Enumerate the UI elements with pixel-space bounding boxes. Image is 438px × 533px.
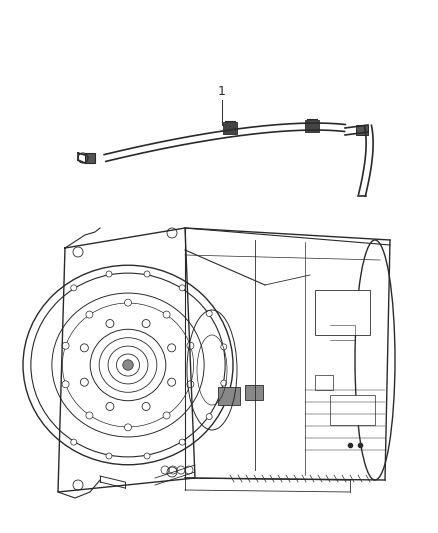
Bar bbox=[245, 385, 263, 400]
Circle shape bbox=[71, 439, 77, 445]
Circle shape bbox=[168, 378, 176, 386]
Circle shape bbox=[62, 342, 69, 349]
Circle shape bbox=[80, 344, 88, 352]
Circle shape bbox=[62, 381, 69, 388]
Circle shape bbox=[86, 311, 93, 318]
Circle shape bbox=[187, 342, 194, 349]
Circle shape bbox=[168, 344, 176, 352]
Circle shape bbox=[187, 381, 194, 388]
Circle shape bbox=[106, 271, 112, 277]
Circle shape bbox=[73, 247, 83, 257]
Circle shape bbox=[163, 311, 170, 318]
Circle shape bbox=[179, 285, 185, 291]
Ellipse shape bbox=[123, 360, 133, 370]
Bar bbox=[315, 290, 370, 335]
Circle shape bbox=[73, 480, 83, 490]
Circle shape bbox=[142, 402, 150, 410]
Circle shape bbox=[144, 271, 150, 277]
Circle shape bbox=[221, 380, 227, 386]
Circle shape bbox=[124, 299, 131, 306]
Circle shape bbox=[144, 453, 150, 459]
Bar bbox=[315, 375, 333, 390]
Circle shape bbox=[124, 424, 131, 431]
Circle shape bbox=[163, 412, 170, 419]
Circle shape bbox=[142, 319, 150, 328]
Bar bbox=[356, 125, 368, 135]
Circle shape bbox=[221, 344, 227, 350]
Circle shape bbox=[167, 228, 177, 238]
Bar bbox=[218, 387, 240, 405]
Bar bbox=[330, 395, 375, 425]
Circle shape bbox=[106, 453, 112, 459]
Circle shape bbox=[206, 310, 212, 317]
Circle shape bbox=[167, 467, 177, 477]
Circle shape bbox=[106, 402, 114, 410]
Text: 1: 1 bbox=[218, 85, 226, 98]
Bar bbox=[85, 153, 95, 163]
Circle shape bbox=[86, 412, 93, 419]
Circle shape bbox=[206, 414, 212, 419]
Circle shape bbox=[80, 378, 88, 386]
Bar bbox=[305, 120, 319, 132]
Circle shape bbox=[106, 319, 114, 328]
Circle shape bbox=[179, 439, 185, 445]
Bar bbox=[223, 122, 237, 134]
Circle shape bbox=[71, 285, 77, 291]
